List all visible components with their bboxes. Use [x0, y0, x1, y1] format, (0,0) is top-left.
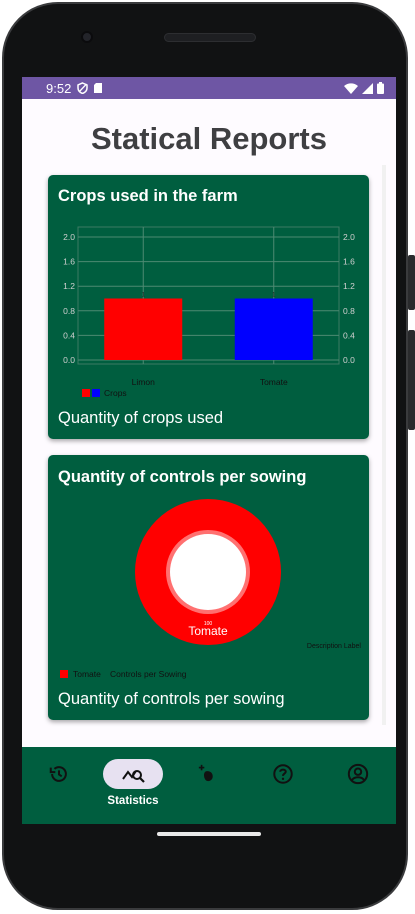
controls-card-footer: Quantity of controls per sowing	[58, 690, 285, 708]
statistics-icon	[122, 770, 145, 783]
earpiece-speaker	[164, 33, 256, 42]
sd-card-icon	[94, 83, 103, 93]
legend-swatch-red	[82, 389, 90, 397]
crops-card: Crops used in the farm 2.0 2.0 1.6 1.6 1.2 1.…	[48, 175, 369, 439]
power-button	[408, 330, 415, 430]
statistics-pill	[103, 759, 163, 789]
crops-bar-chart[interactable]: 2.0 2.0 1.6 1.6 1.2 1.2 0.8 0.8 0.4 0.4 0.0 0.0 1 Lim…	[48, 175, 369, 439]
controls-card: Quantity of controls per sowing 100 Tomat…	[48, 455, 369, 720]
y-tick-label-right: 2.0	[343, 232, 355, 242]
y-tick-label-right: 0.0	[343, 355, 355, 365]
y-tick-label-left: 1.2	[63, 281, 75, 291]
y-tick-label-left: 0.0	[63, 355, 75, 365]
legend-label: Crops	[104, 388, 127, 398]
battery-icon	[377, 82, 384, 94]
nav-item-account[interactable]	[328, 759, 388, 815]
plot-frame	[77, 226, 340, 365]
app-screen: 9:52	[22, 77, 396, 824]
controls-card-title: Quantity of controls per sowing	[58, 468, 307, 486]
legend-swatch-blue	[92, 389, 100, 397]
x-tick-label: Tomate	[260, 377, 288, 387]
page-title: Statical Reports	[90, 121, 327, 156]
scrollbar-track[interactable]	[382, 165, 386, 725]
account-icon	[347, 763, 369, 785]
y-tick-label-left: 0.8	[63, 306, 75, 316]
signal-icon	[362, 82, 373, 94]
x-tick-label: Limon	[132, 377, 155, 387]
history-icon	[49, 766, 67, 782]
description-label: Description Label	[307, 643, 362, 650]
add-crop-icon	[198, 764, 213, 782]
donut-hole	[170, 534, 246, 610]
status-bar: 9:52	[22, 77, 396, 99]
legend-label: Tomate	[73, 669, 101, 679]
nav-item-statistics[interactable]: Statistics	[103, 759, 163, 815]
slice-value-label: 100	[204, 621, 213, 627]
volume-button	[408, 255, 415, 310]
bar	[234, 298, 313, 360]
bar	[104, 298, 183, 360]
legend-swatch	[60, 670, 68, 678]
y-tick-label-right: 1.2	[343, 281, 355, 291]
nav-item-help[interactable]	[253, 759, 313, 815]
y-tick-label-right: 0.4	[343, 330, 355, 340]
legend-description: Controls per Sowing	[110, 669, 187, 679]
wifi-icon	[344, 82, 358, 94]
front-camera	[81, 31, 93, 43]
shield-icon	[77, 82, 89, 94]
bar-value-label: 1	[142, 293, 146, 299]
bar-value-label: 1	[272, 293, 276, 299]
crops-card-footer: Quantity of crops used	[58, 409, 224, 427]
status-time: 9:52	[46, 80, 72, 96]
nav-item-add-crop[interactable]	[178, 759, 238, 815]
y-tick-label-left: 1.6	[63, 257, 75, 267]
nav-label-statistics: Statistics	[107, 795, 159, 807]
y-tick-label-right: 1.6	[343, 257, 355, 267]
bottom-navigation: Statistics	[22, 747, 396, 824]
slice-label: Tomate	[188, 624, 228, 638]
y-tick-label-left: 2.0	[63, 232, 75, 242]
gesture-bar[interactable]	[157, 832, 261, 836]
y-tick-label-left: 0.4	[63, 330, 75, 340]
nav-item-history[interactable]	[29, 759, 89, 815]
help-icon	[273, 764, 293, 784]
crops-card-title: Crops used in the farm	[58, 187, 238, 205]
y-tick-label-right: 0.8	[343, 306, 355, 316]
